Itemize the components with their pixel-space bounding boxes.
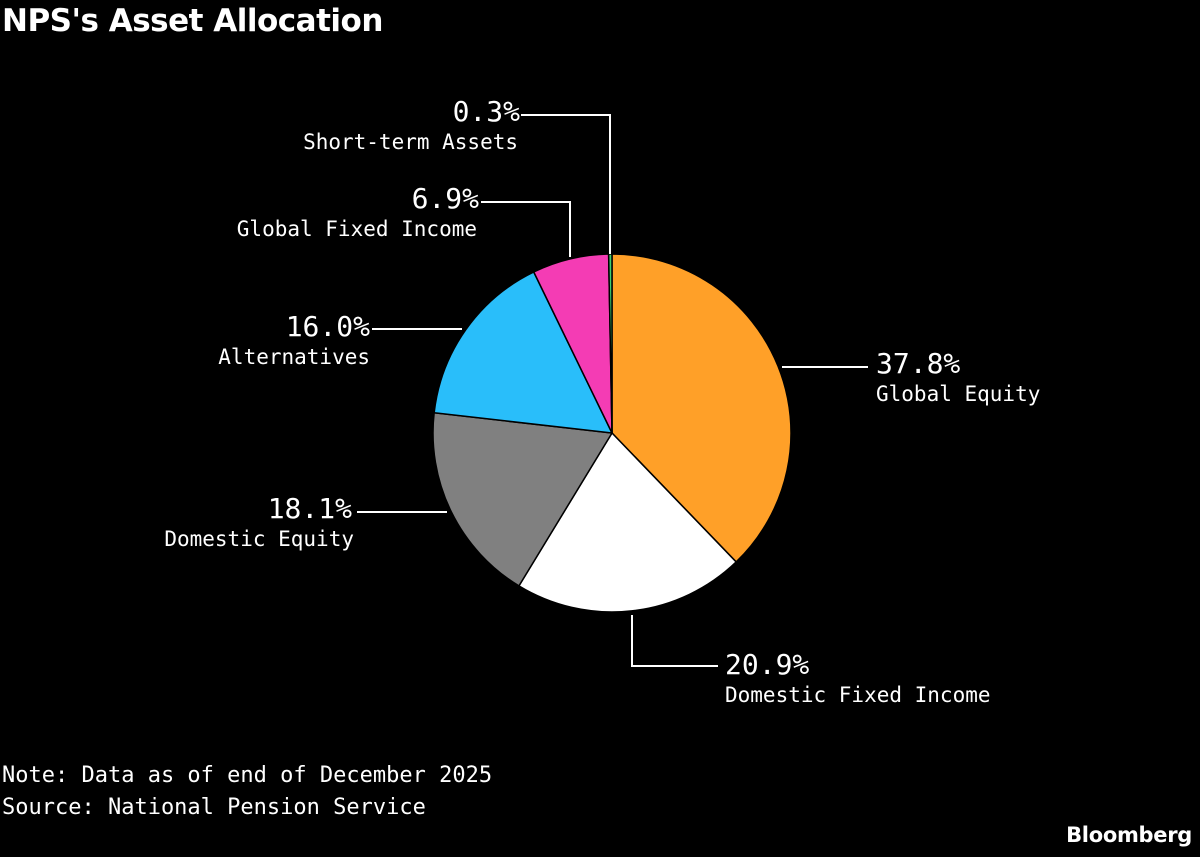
category-label-global-fixed-income: Global Fixed Income (237, 217, 477, 241)
value-label-global-fixed-income: 6.9% (412, 182, 480, 215)
chart-source: Source: National Pension Service (2, 795, 426, 820)
chart-title: NPS's Asset Allocation (2, 3, 383, 39)
value-label-short-term-assets: 0.3% (453, 95, 521, 128)
value-label-domestic-fixed-income: 20.9% (725, 648, 809, 681)
pie-slice-global-equity (611, 253, 792, 563)
leader-line-short-term-assets (521, 114, 611, 254)
category-label-short-term-assets: Short-term Assets (303, 130, 518, 154)
leader-lines (357, 114, 868, 667)
chart-note: Note: Data as of end of December 2025 (2, 763, 493, 788)
category-label-alternatives: Alternatives (218, 345, 370, 369)
leader-line-global-fixed-income (481, 201, 571, 257)
pie-slice-domestic-equity (432, 412, 613, 587)
bloomberg-logo: Bloomberg (1066, 823, 1192, 847)
leader-line-domestic-fixed-income (631, 615, 718, 667)
pie-slice-domestic-fixed-income (518, 432, 737, 613)
value-label-domestic-equity: 18.1% (268, 492, 352, 525)
slice-labels: 37.8%Global Equity 20.9%Domestic Fixed In… (164, 95, 1040, 707)
value-label-global-equity: 37.8% (876, 347, 960, 380)
pie-slices (432, 253, 792, 613)
category-label-domestic-fixed-income: Domestic Fixed Income (725, 683, 991, 707)
pie-slice-short-term-assets (607, 253, 613, 434)
value-label-alternatives: 16.0% (286, 310, 370, 343)
pie-slice-alternatives (433, 271, 613, 434)
category-label-domestic-equity: Domestic Equity (164, 527, 354, 551)
category-label-global-equity: Global Equity (876, 382, 1040, 406)
